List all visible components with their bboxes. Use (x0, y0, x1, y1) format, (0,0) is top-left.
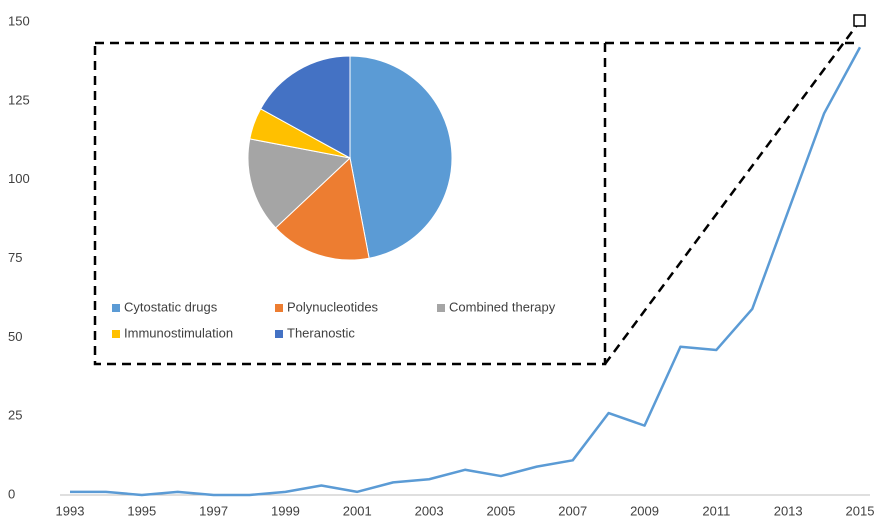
y-tick-label: 50 (8, 329, 22, 344)
x-tick-label: 1995 (127, 503, 156, 518)
y-tick-label: 25 (8, 408, 22, 423)
legend-swatch (437, 304, 445, 312)
x-tick-label: 2015 (846, 503, 875, 518)
legend-label: Combined therapy (449, 299, 556, 314)
y-tick-label: 150 (8, 13, 30, 28)
x-tick-label: 2003 (415, 503, 444, 518)
legend-swatch (112, 304, 120, 312)
legend-label: Theranostic (287, 325, 355, 340)
x-tick-label: 1997 (199, 503, 228, 518)
y-tick-label: 100 (8, 171, 30, 186)
inset-frame (93, 41, 607, 366)
pie-slice (259, 55, 351, 159)
legend-label: Cytostatic drugs (124, 299, 218, 314)
pie-slice (274, 157, 370, 261)
zoom-marker (853, 14, 866, 27)
x-tick-label: 2013 (774, 503, 803, 518)
x-tick-label: 2007 (558, 503, 587, 518)
x-tick-label: 1999 (271, 503, 300, 518)
pie-slice (247, 138, 352, 229)
y-tick-label: 0 (8, 486, 15, 501)
zoom-line (603, 24, 859, 365)
legend-swatch (275, 304, 283, 312)
x-tick-label: 2005 (486, 503, 515, 518)
legend-label: Immunostimulation (124, 325, 233, 340)
y-tick-label: 75 (8, 250, 22, 265)
x-tick-label: 2001 (343, 503, 372, 518)
x-tick-label: 2009 (630, 503, 659, 518)
legend-swatch (112, 330, 120, 338)
pie-slice (349, 55, 453, 259)
y-tick-label: 125 (8, 92, 30, 107)
x-tick-label: 2011 (702, 503, 730, 518)
legend-swatch (275, 330, 283, 338)
data-line (70, 46, 862, 497)
x-tick-label: 1993 (56, 503, 85, 518)
legend-label: Polynucleotides (287, 299, 379, 314)
